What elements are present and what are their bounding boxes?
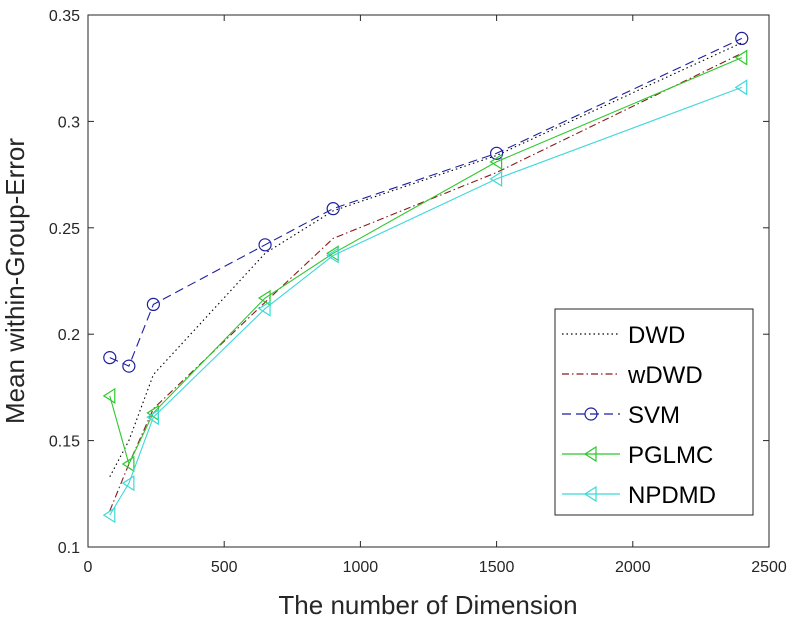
series-group	[102, 31, 749, 524]
legend-label: DWD	[628, 322, 685, 349]
data-point	[121, 455, 135, 473]
data-point	[734, 49, 748, 66]
data-point	[489, 170, 503, 187]
legend: DWD wDWD SVM PGLMC NPDMD	[554, 308, 754, 516]
legend-entry: NPDMD	[562, 482, 716, 509]
data-point	[103, 351, 117, 365]
legend-label: PGLMC	[628, 442, 713, 469]
data-point	[121, 475, 135, 492]
data-point	[258, 238, 272, 252]
y-tick-label: 0.2	[58, 327, 80, 344]
series-line	[109, 86, 742, 516]
legend-marker	[583, 485, 597, 503]
y-tick-label: 0.35	[49, 8, 80, 25]
y-tick-label: 0.25	[49, 221, 80, 238]
series-npdmd	[102, 79, 748, 524]
data-point	[122, 359, 136, 373]
series-dwd	[109, 42, 743, 478]
legend-entry: wDWD	[562, 362, 703, 389]
data-point	[102, 506, 116, 524]
y-tick-label: 0.1	[58, 540, 80, 557]
data-point	[257, 289, 271, 307]
legend-label: wDWD	[627, 362, 703, 389]
x-tick-label: 500	[211, 559, 238, 576]
y-tick-label: 0.15	[49, 434, 80, 451]
legend-marker	[583, 445, 597, 463]
x-tick-label: 1000	[343, 559, 379, 576]
series-line	[109, 37, 743, 367]
x-tick-label: 2500	[751, 559, 787, 576]
axis-ticks: 0 500 1000 1500 2000 2500 0.1 0.15 0.2 0.25 0.3 0.3…	[49, 8, 787, 576]
x-axis-label: The number of Dimension	[278, 590, 577, 620]
legend-label: NPDMD	[628, 482, 716, 509]
data-point	[146, 297, 160, 312]
legend-box	[554, 308, 754, 516]
data-point	[734, 79, 748, 96]
legend-entry: PGLMC	[562, 442, 713, 469]
legend-marker	[584, 407, 598, 421]
legend-entry: SVM	[562, 402, 680, 429]
series-svm	[103, 31, 749, 373]
series-pglmc	[102, 49, 748, 473]
data-point	[326, 202, 340, 216]
x-tick-label: 1500	[479, 559, 515, 576]
data-point	[257, 300, 271, 317]
data-point	[146, 409, 159, 426]
data-point	[102, 387, 116, 405]
data-point	[326, 247, 339, 264]
data-point	[735, 31, 749, 46]
data-point	[490, 146, 504, 160]
x-tick-label: 2000	[615, 559, 651, 576]
data-point	[489, 153, 503, 170]
legend-entry: DWD	[562, 322, 685, 349]
y-tick-label: 0.3	[58, 114, 80, 131]
series-line	[109, 42, 743, 478]
series-line	[109, 57, 743, 466]
legend-label: SVM	[628, 402, 680, 429]
x-tick-label: 0	[84, 559, 93, 576]
y-axis-label: Mean within-Group-Error	[0, 138, 30, 424]
